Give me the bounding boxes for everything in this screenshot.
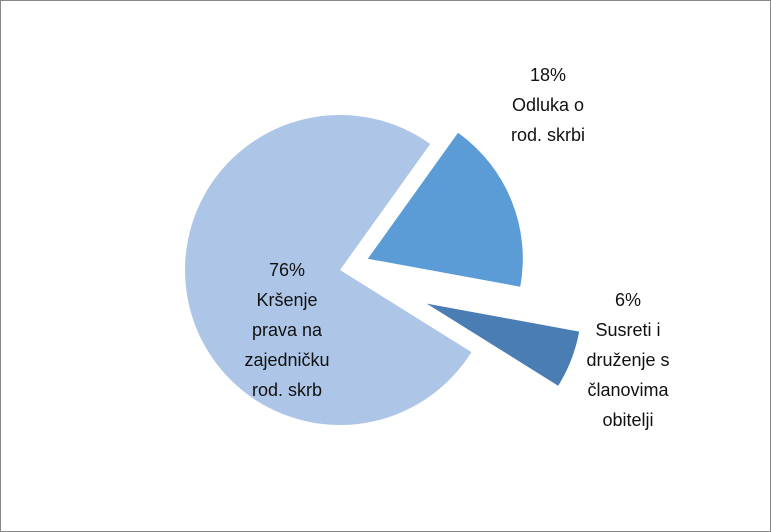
value-label: 18% bbox=[529, 65, 567, 85]
label-box: 6% Susreti i druženje s članovima obitelj… bbox=[573, 285, 683, 435]
label-box: 18% Odluka o rod. skrbi bbox=[498, 60, 598, 150]
category-label: Odluka o rod. skrbi bbox=[510, 95, 586, 145]
value-label: 6% bbox=[614, 290, 641, 310]
pie-slice bbox=[184, 114, 472, 426]
category-label: Susreti i druženje s članovima obitelji bbox=[586, 320, 670, 430]
slice-label: 6% Susreti i druženje s članovima obitelj… bbox=[573, 285, 683, 435]
pie-slice bbox=[426, 303, 580, 386]
slice-label: 76% Kršenje prava na zajedničku rod. skrb bbox=[232, 255, 342, 405]
pie-slice bbox=[367, 132, 523, 287]
category-label: Kršenje prava na zajedničku rod. skrb bbox=[244, 290, 330, 400]
value-label: 76% bbox=[268, 260, 306, 280]
label-box: 76% Kršenje prava na zajedničku rod. skrb bbox=[232, 255, 342, 405]
slice-label: 18% Odluka o rod. skrbi bbox=[498, 60, 598, 150]
